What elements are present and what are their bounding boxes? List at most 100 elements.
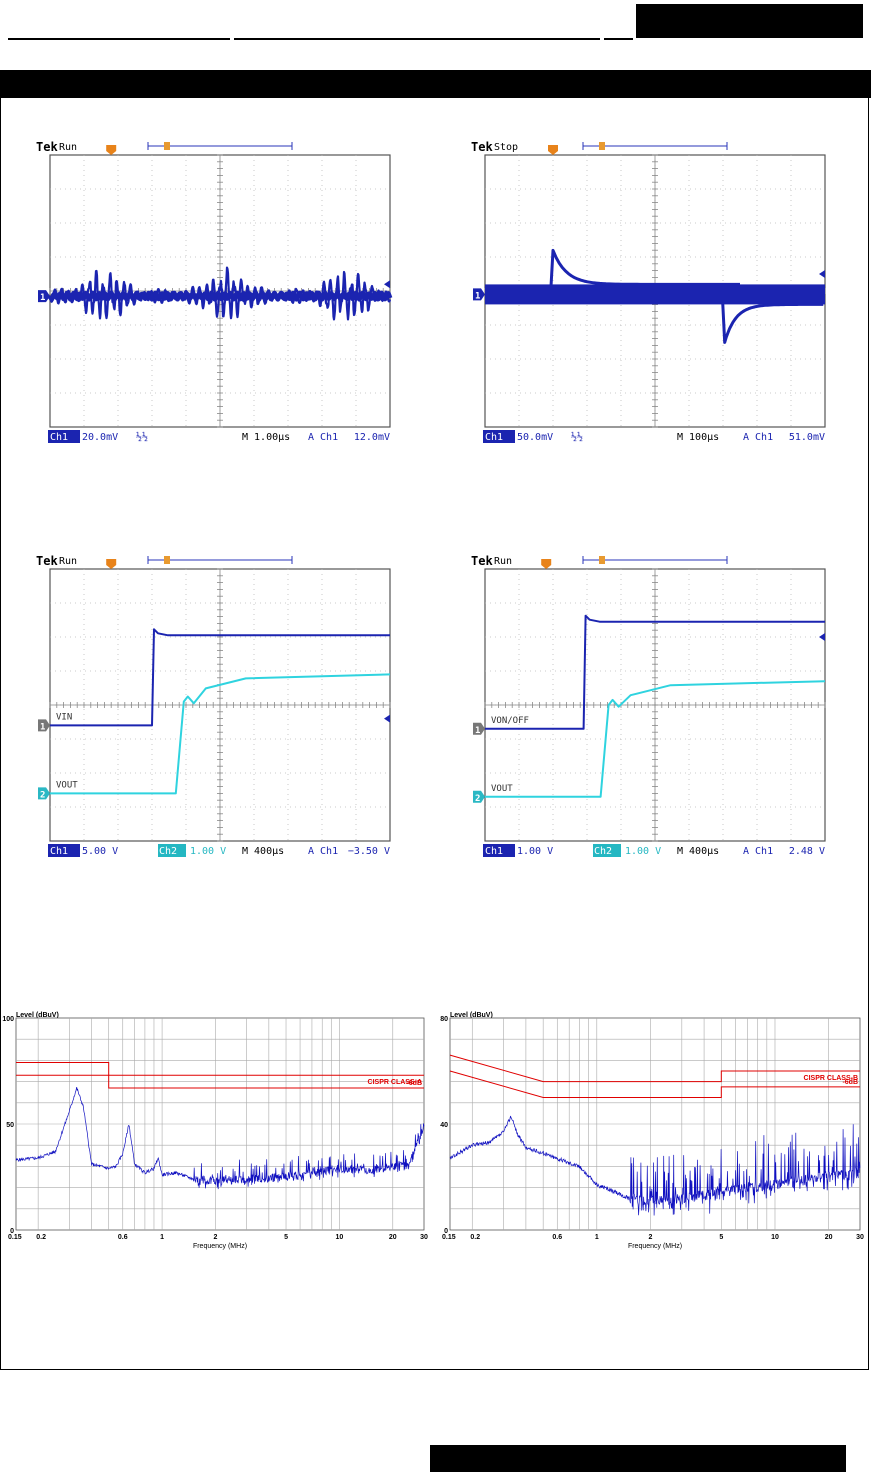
ch2-ground-marker	[473, 790, 485, 803]
header-label-box	[636, 4, 863, 38]
limit-line	[16, 1062, 424, 1076]
ch2-signal-label: VOUT	[56, 780, 78, 790]
x-tick-label: 5	[719, 1234, 723, 1241]
record-view-marker	[599, 142, 605, 150]
ch1-volts-per-div: 5.00 V	[82, 846, 118, 857]
ch1-ripple-band	[47, 290, 393, 302]
x-axis-title: Frequency (MHz)	[628, 1243, 682, 1250]
time-per-div: M 100µs	[677, 432, 719, 443]
ch2-signal-label: VOUT	[491, 784, 513, 794]
trigger-position-icon	[541, 559, 552, 569]
y-tick-label: 50	[6, 1122, 14, 1129]
ch2-label: Ch2	[159, 846, 177, 857]
trigger-source: A Ch1	[308, 432, 338, 443]
trigger-source: A Ch1	[308, 846, 338, 857]
bandwidth-indicator: ½½	[571, 431, 583, 443]
scope-brand: Tek	[471, 140, 493, 154]
scope-brand: Tek	[471, 554, 493, 568]
record-view-marker	[164, 142, 170, 150]
ch1-label: Ch1	[485, 846, 503, 857]
time-per-div: M 400µs	[242, 846, 284, 857]
time-per-div: M 400µs	[677, 846, 719, 857]
trigger-position-icon	[106, 145, 117, 155]
ch2-trace	[485, 680, 826, 798]
figure-frame	[0, 98, 869, 1370]
trigger-level: 12.0mV	[354, 432, 390, 443]
x-tick-label: 5	[284, 1234, 288, 1241]
scope-startup-vin: Tek Run 1 2 VIN VOUT Ch1 5.00 V Ch2 1.00 V M 400µs…	[30, 552, 395, 857]
ch2-trace	[50, 673, 391, 795]
x-tick-label: 2	[214, 1234, 218, 1241]
scope-startup-onoff: Tek Run 1 2 VON/OFF VOUT Ch1 1.00 V Ch2 1.00 V M 4…	[465, 552, 830, 857]
ch1-trace	[50, 628, 390, 727]
y-tick-label: 40	[440, 1122, 448, 1129]
trigger-position-icon	[548, 145, 558, 155]
ch2-label: Ch2	[594, 846, 612, 857]
ch1-footer-badge	[483, 844, 515, 857]
ch1-ground-marker	[473, 722, 485, 735]
limit-line	[449, 1054, 860, 1083]
emission-trace	[449, 1115, 861, 1216]
record-view-marker	[599, 556, 605, 564]
x-tick-label: 0.2	[36, 1234, 46, 1241]
x-tick-label: 20	[825, 1234, 833, 1241]
ch1-volts-per-div: 20.0mV	[82, 432, 118, 443]
header-rule-1	[8, 38, 230, 40]
x-axis-title: Frequency (MHz)	[193, 1243, 247, 1250]
x-tick-label: 1	[160, 1234, 164, 1241]
trigger-source: A Ch1	[743, 846, 773, 857]
x-tick-label: 2	[648, 1234, 652, 1241]
ch2-volts-per-div: 1.00 V	[625, 846, 661, 857]
x-tick-label: 10	[336, 1234, 344, 1241]
x-tick-label: 0.6	[118, 1234, 128, 1241]
scope-state: Stop	[494, 142, 518, 153]
ch1-ground-marker-text: 1	[475, 726, 480, 736]
ch1-undershoot-trace	[721, 302, 824, 344]
x-tick-label: 10	[771, 1234, 779, 1241]
limit-label-6db: -6dB	[842, 1079, 858, 1086]
emi-chart-class-b: Level (dBuV) 0 40 80 0.15 0.2 0.6 1 2 5 10 20 30 Freq…	[434, 1010, 868, 1262]
bandwidth-indicator: ½½	[136, 431, 148, 443]
scope-state: Run	[59, 142, 77, 153]
trigger-level: −3.50 V	[348, 846, 390, 857]
trigger-level-icon	[819, 270, 825, 278]
ch1-footer-badge	[483, 430, 515, 443]
y-tick-label: 80	[440, 1016, 448, 1023]
section-title-bar	[0, 70, 871, 98]
x-tick-label: 30	[856, 1234, 864, 1241]
x-tick-label: 1	[595, 1234, 599, 1241]
ch1-volts-per-div: 1.00 V	[517, 846, 553, 857]
ch2-ground-marker-text: 2	[475, 794, 480, 804]
ch2-ground-marker-text: 2	[40, 790, 45, 800]
x-tick-label: 20	[389, 1234, 397, 1241]
ch1-ground-marker-text: 1	[40, 293, 45, 303]
trigger-level-icon	[384, 714, 390, 723]
trigger-source: A Ch1	[743, 432, 773, 443]
y-tick-label: 0	[444, 1228, 448, 1235]
limit-line-6db	[16, 1074, 424, 1089]
ch2-volts-per-div: 1.00 V	[190, 846, 226, 857]
ch1-footer-badge	[48, 430, 80, 443]
ch1-ground-marker	[473, 288, 485, 301]
ch1-volts-per-div: 50.0mV	[517, 432, 553, 443]
limit-label-6db: -6dB	[406, 1080, 422, 1087]
x-tick-label: 0.15	[442, 1234, 456, 1241]
ch2-footer-badge	[158, 844, 186, 857]
y-axis-title: Level (dBuV)	[16, 1012, 59, 1019]
emi-chart-class-a: Level (dBuV) 0 50 100 0.15 0.2 0.6 1 2 5 10 20 30 Fre…	[0, 1010, 432, 1262]
y-axis-title: Level (dBuV)	[450, 1012, 493, 1019]
ch1-footer-badge	[48, 844, 80, 857]
record-view-marker	[164, 556, 170, 564]
trigger-level-icon	[819, 633, 825, 641]
ch1-label: Ch1	[50, 846, 68, 857]
scope-ripple: Tek Run 1 Ch1 20.0mV ½½ M 1.00µs A Ch1 12.0mV	[30, 138, 395, 443]
x-tick-label: 0.6	[552, 1234, 562, 1241]
ch1-label: Ch1	[50, 432, 68, 443]
ch1-ripple-trace	[48, 266, 392, 321]
ch1-signal-label: VON/OFF	[491, 716, 529, 726]
trigger-position-icon	[106, 559, 117, 569]
emission-trace	[15, 1087, 425, 1190]
x-tick-label: 0.2	[470, 1234, 480, 1241]
scope-state: Run	[494, 556, 512, 567]
ch2-ground-marker	[38, 787, 50, 800]
